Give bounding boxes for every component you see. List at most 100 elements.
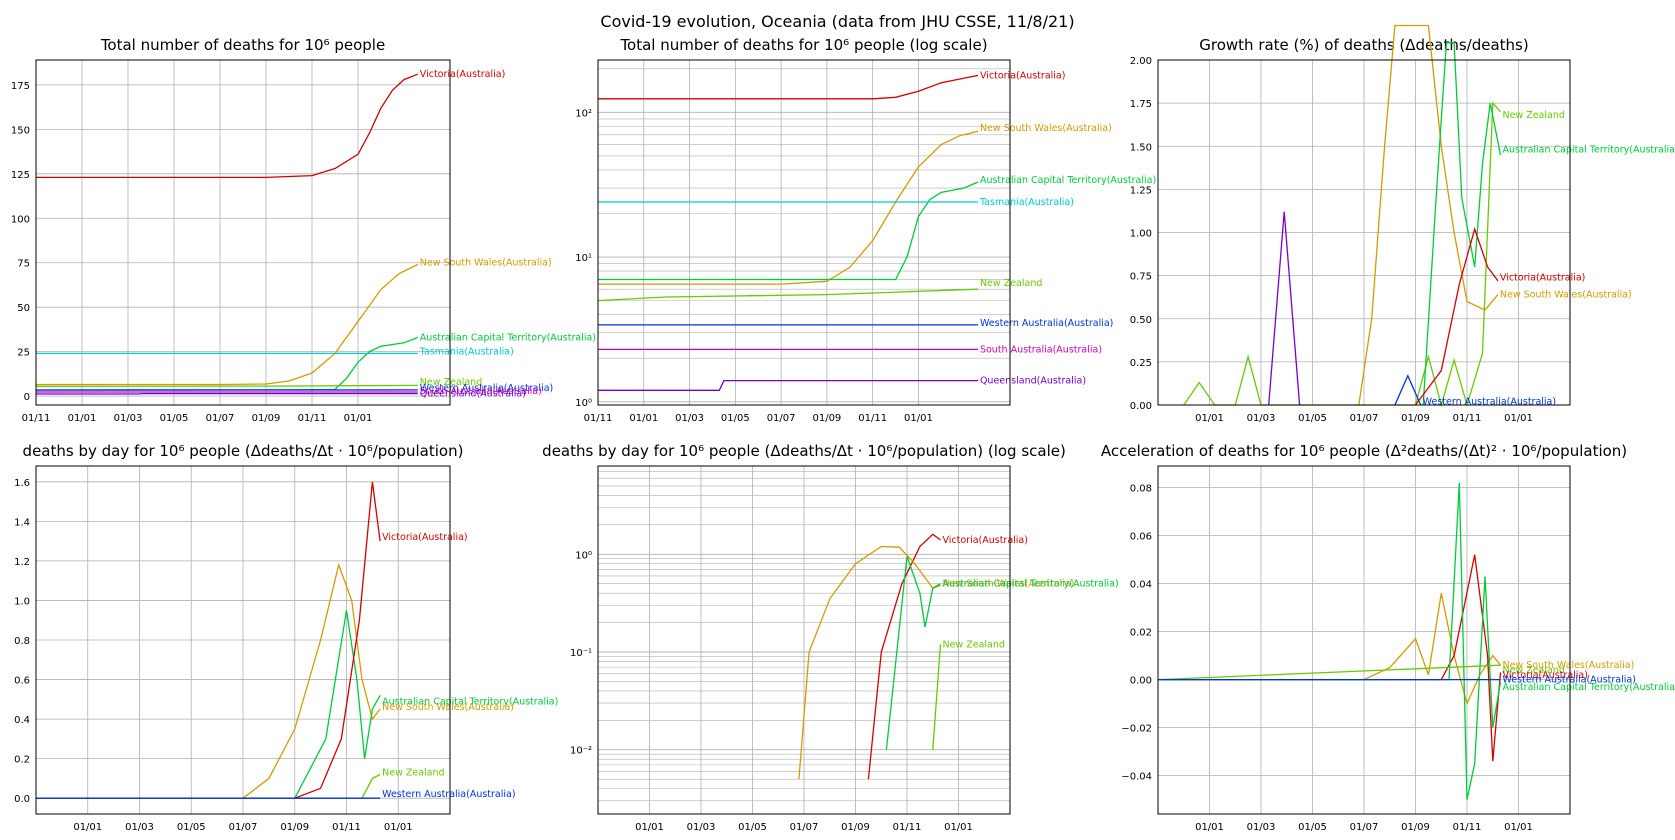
- x-tick-label: 01/03: [125, 822, 154, 833]
- series-act: [1158, 482, 1502, 800]
- series-label-victoria: Victoria(Australia): [942, 535, 1028, 546]
- x-tick-label: 01/01: [1504, 822, 1533, 833]
- y-tick-label: 0.0: [14, 794, 30, 805]
- x-tick-label: 01/03: [1247, 413, 1276, 424]
- series-label-wa: Western Australia(Australia): [1502, 675, 1635, 686]
- x-tick-label: 01/03: [114, 413, 143, 424]
- series-label-nsw: New South Wales(Australia): [1500, 290, 1632, 301]
- y-tick-label: 1.00: [1130, 229, 1152, 240]
- x-tick-label: 01/01: [68, 413, 97, 424]
- y-tick-label: 1.4: [14, 517, 30, 528]
- series-label-wa: Western Australia(Australia): [420, 383, 553, 394]
- chart-daily_log: deaths by day for 10⁶ people (Δdeaths/Δt…: [542, 442, 1119, 833]
- chart-growth: Growth rate (%) of deaths (Δdeaths/death…: [1130, 24, 1675, 424]
- series-label-act: Australian Capital Territory(Australia): [420, 332, 596, 343]
- y-tick-label: −0.04: [1121, 772, 1152, 783]
- x-tick-label: 01/01: [384, 822, 413, 833]
- y-tick-label: 175: [11, 81, 30, 92]
- y-tick-label: 10⁰: [575, 550, 592, 561]
- series-label-nz: New Zealand: [980, 278, 1042, 289]
- series-victoria: [1414, 226, 1499, 406]
- x-tick-label: 01/09: [1401, 413, 1430, 424]
- y-tick-label: 1.2: [14, 557, 30, 568]
- y-tick-label: 50: [17, 303, 30, 314]
- chart-total_log: Total number of deaths for 10⁶ people (l…: [575, 36, 1156, 424]
- series-label-qld: Queensland(Australia): [980, 376, 1086, 387]
- series-act: [598, 181, 979, 281]
- series-label-nz: New Zealand: [420, 377, 482, 388]
- x-tick-label: 01/03: [675, 413, 704, 424]
- x-tick-label: 01/05: [721, 413, 750, 424]
- series-label-sa: South Australia(Australia): [420, 386, 542, 397]
- x-tick-label: 01/11: [893, 822, 922, 833]
- y-tick-label: 0.6: [14, 676, 30, 687]
- chart-title: Total number of deaths for 10⁶ people: [100, 36, 385, 54]
- chart-title: Acceleration of deaths for 10⁶ people (Δ…: [1101, 442, 1627, 460]
- x-tick-label: 01/05: [1298, 413, 1327, 424]
- series-nz: [932, 644, 942, 750]
- x-tick-label: 01/07: [790, 822, 819, 833]
- x-tick-label: 01/05: [738, 822, 767, 833]
- y-tick-label: 1.75: [1130, 99, 1152, 110]
- x-tick-label: 01/11: [584, 413, 613, 424]
- series-nsw: [36, 562, 381, 799]
- y-tick-label: 150: [11, 125, 30, 136]
- series-label-nz: New Zealand: [382, 767, 444, 778]
- series-nsw: [1158, 593, 1502, 706]
- series-nsw: [798, 545, 941, 780]
- series-label-nsw: New South Wales(Australia): [382, 702, 514, 713]
- series-victoria: [598, 74, 979, 100]
- series-nsw: [598, 130, 979, 285]
- series-label-nz: New Zealand: [942, 639, 1004, 650]
- series-label-tasmania: Tasmania(Australia): [979, 197, 1074, 208]
- y-tick-label: 1.25: [1130, 185, 1152, 196]
- series-label-wa: Western Australia(Australia): [1423, 397, 1556, 408]
- series-nz: [597, 288, 979, 302]
- y-tick-label: 0.2: [14, 755, 30, 766]
- x-tick-label: 01/01: [1504, 413, 1533, 424]
- series-label-sa: South Australia(Australia): [980, 344, 1102, 355]
- series-qld: [1268, 211, 1301, 406]
- x-tick-label: 01/01: [73, 822, 102, 833]
- y-tick-label: −0.02: [1121, 724, 1152, 735]
- y-tick-label: 125: [11, 170, 30, 181]
- series-nz: [1183, 101, 1501, 408]
- y-tick-label: 10⁻²: [570, 746, 592, 757]
- x-tick-label: 01/09: [280, 822, 309, 833]
- chart-title: deaths by day for 10⁶ people (Δdeaths/Δt…: [23, 442, 464, 460]
- series-label-wa: Western Australia(Australia): [980, 318, 1113, 329]
- series-label-nsw: New South Wales(Australia): [980, 123, 1112, 134]
- series-act: [1422, 42, 1502, 406]
- x-tick-label: 01/03: [687, 822, 716, 833]
- y-tick-label: 25: [17, 348, 30, 359]
- series-label-wa: Western Australia(Australia): [382, 789, 515, 800]
- series-label-act: Australian Capital Territory(Australia): [980, 175, 1156, 186]
- series-label-victoria: Victoria(Australia): [1502, 670, 1588, 681]
- x-tick-label: 01/11: [332, 822, 361, 833]
- series-label-victoria: Victoria(Australia): [980, 70, 1066, 81]
- y-tick-label: 100: [11, 214, 30, 225]
- series-label-victoria: Victoria(Australia): [382, 532, 468, 543]
- chart-title: Growth rate (%) of deaths (Δdeaths/death…: [1199, 36, 1528, 54]
- series-wa: [1394, 374, 1422, 406]
- series-act: [36, 610, 381, 799]
- x-tick-label: 01/11: [1453, 413, 1482, 424]
- y-tick-label: 0.00: [1130, 676, 1152, 687]
- x-tick-label: 01/11: [298, 413, 327, 424]
- axes-frame: [1157, 465, 1571, 815]
- series-act: [35, 336, 419, 391]
- y-tick-label: 0.4: [14, 715, 30, 726]
- x-tick-label: 01/09: [1401, 822, 1430, 833]
- x-tick-label: 01/09: [252, 413, 281, 424]
- series-victoria: [867, 533, 941, 780]
- x-tick-label: 01/01: [629, 413, 658, 424]
- series-act: [885, 556, 941, 750]
- y-tick-label: 0.02: [1130, 628, 1152, 639]
- y-tick-label: 75: [17, 259, 30, 270]
- x-tick-label: 01/03: [1247, 822, 1276, 833]
- x-tick-label: 01/11: [858, 413, 887, 424]
- series-label-act: Australian Capital Territory(Australia): [1502, 145, 1675, 156]
- y-tick-label: 1.6: [14, 478, 30, 489]
- y-tick-label: 0.75: [1130, 272, 1152, 283]
- chart-daily: deaths by day for 10⁶ people (Δdeaths/Δt…: [14, 442, 558, 833]
